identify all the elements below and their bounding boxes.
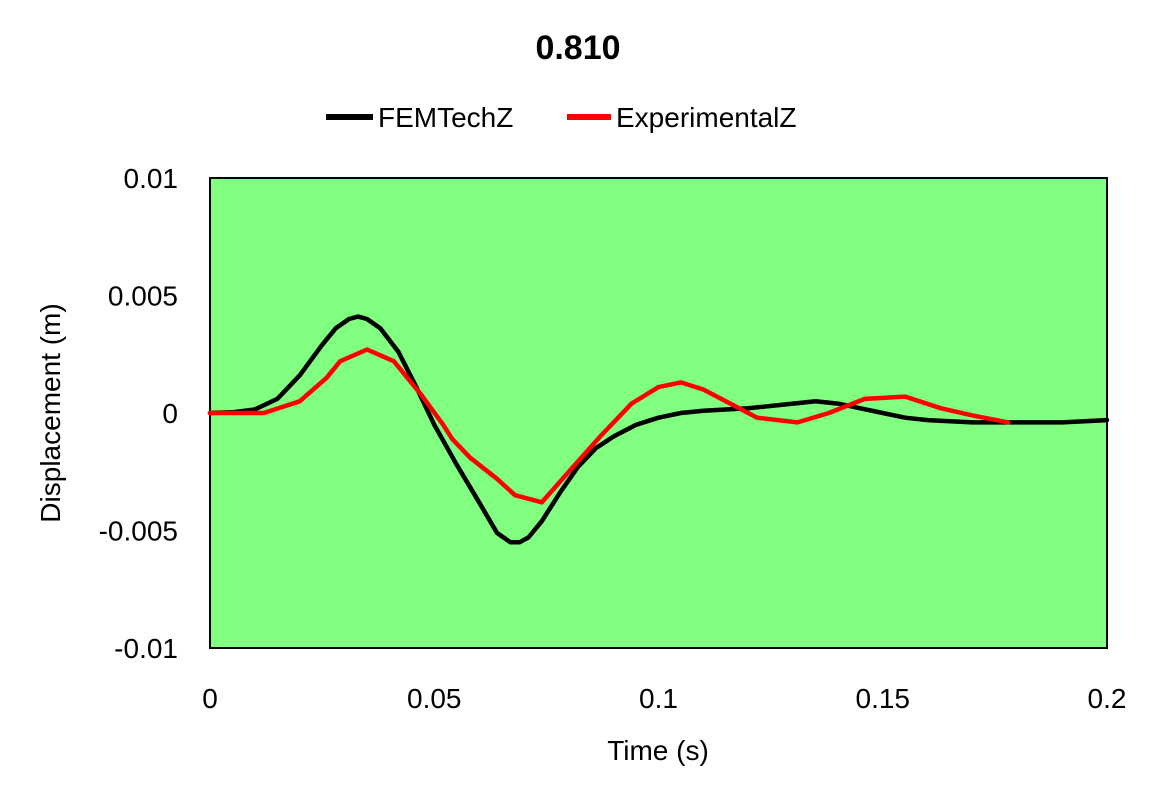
legend-label-femtechz: FEMTechZ [378,102,513,133]
y-tick-label: 0.01 [124,163,179,194]
x-axis-label: Time (s) [607,735,709,766]
legend: FEMTechZ ExperimentalZ [326,102,797,133]
y-tick-label: 0 [162,398,178,429]
x-tick-label: 0.15 [856,683,911,714]
x-tick-label: 0.2 [1088,683,1127,714]
y-axis-ticks: 0.01 0.005 0 -0.005 -0.01 [99,163,178,664]
series-line-experimentalz [207,347,1011,505]
series-layer [207,314,1110,545]
y-axis-label: Displacement (m) [35,303,66,522]
x-tick-label: 0.1 [639,683,678,714]
x-tick-label: 0 [202,683,218,714]
series-line-femtechz [207,314,1110,545]
chart-title: 0.810 [535,29,620,67]
legend-label-experimentalz: ExperimentalZ [616,102,797,133]
y-tick-label: -0.01 [114,633,178,664]
y-tick-label: -0.005 [99,516,178,547]
plot-area [209,177,1108,649]
y-tick-label: 0.005 [108,281,178,312]
x-axis-ticks: 0 0.05 0.1 0.15 0.2 [202,683,1126,714]
x-tick-label: 0.05 [407,683,462,714]
